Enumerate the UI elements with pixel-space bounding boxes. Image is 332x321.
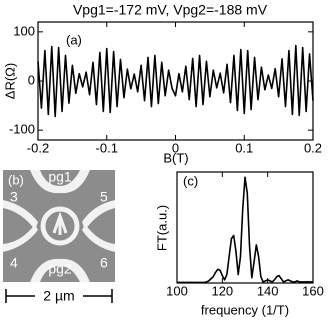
- data-line: [37, 44, 314, 118]
- x-tick-label: -0.2: [27, 140, 49, 155]
- y-axis-label: FT(a.u.): [154, 205, 169, 251]
- gate: [82, 200, 115, 230]
- contact-label: 6: [100, 255, 108, 271]
- plot-frame: [176, 171, 314, 284]
- scale-label: 2 µm: [43, 288, 74, 304]
- y-axis-label: ΔR(Ω): [2, 63, 17, 99]
- panel-label: (b): [8, 172, 24, 187]
- gate-label: pg1: [48, 169, 72, 185]
- gate: [82, 224, 115, 252]
- panel-label: (c): [183, 173, 198, 188]
- x-tick-label: -0.1: [96, 140, 118, 155]
- micrograph: (b) pg1 pg2 3 4 5 6 2 µm: [3, 169, 115, 304]
- x-tick-label: 120: [211, 283, 233, 298]
- gate: [3, 200, 38, 230]
- x-tick-label: 0.2: [304, 140, 322, 155]
- x-axis-label: B(T): [163, 150, 188, 165]
- x-tick-label: 160: [302, 283, 324, 298]
- y-tick-label: 0: [28, 72, 35, 87]
- gate-label: pg2: [48, 261, 72, 277]
- gate: [30, 170, 90, 194]
- scale-bg: [35, 288, 83, 304]
- panel-label: (a): [66, 32, 82, 47]
- x-axis-label: frequency (1/T): [201, 302, 289, 317]
- contact-label: 4: [10, 255, 18, 271]
- y-tick-label: -100: [9, 122, 35, 137]
- gate: [3, 224, 38, 252]
- center-gate: [52, 211, 68, 235]
- x-tick-label: 0.1: [235, 140, 253, 155]
- data-line: [177, 176, 313, 284]
- y-tick-label: 100: [13, 23, 35, 38]
- ring: [40, 206, 80, 246]
- x-tick-label: 140: [257, 283, 279, 298]
- title: Vpg1=-172 mV, Vpg2=-188 mV: [73, 2, 268, 18]
- gate: [30, 258, 90, 282]
- contact-label: 3: [10, 189, 18, 205]
- x-tick-label: 100: [166, 283, 188, 298]
- contact-label: 5: [100, 189, 108, 205]
- x-tick-label: 0: [172, 140, 179, 155]
